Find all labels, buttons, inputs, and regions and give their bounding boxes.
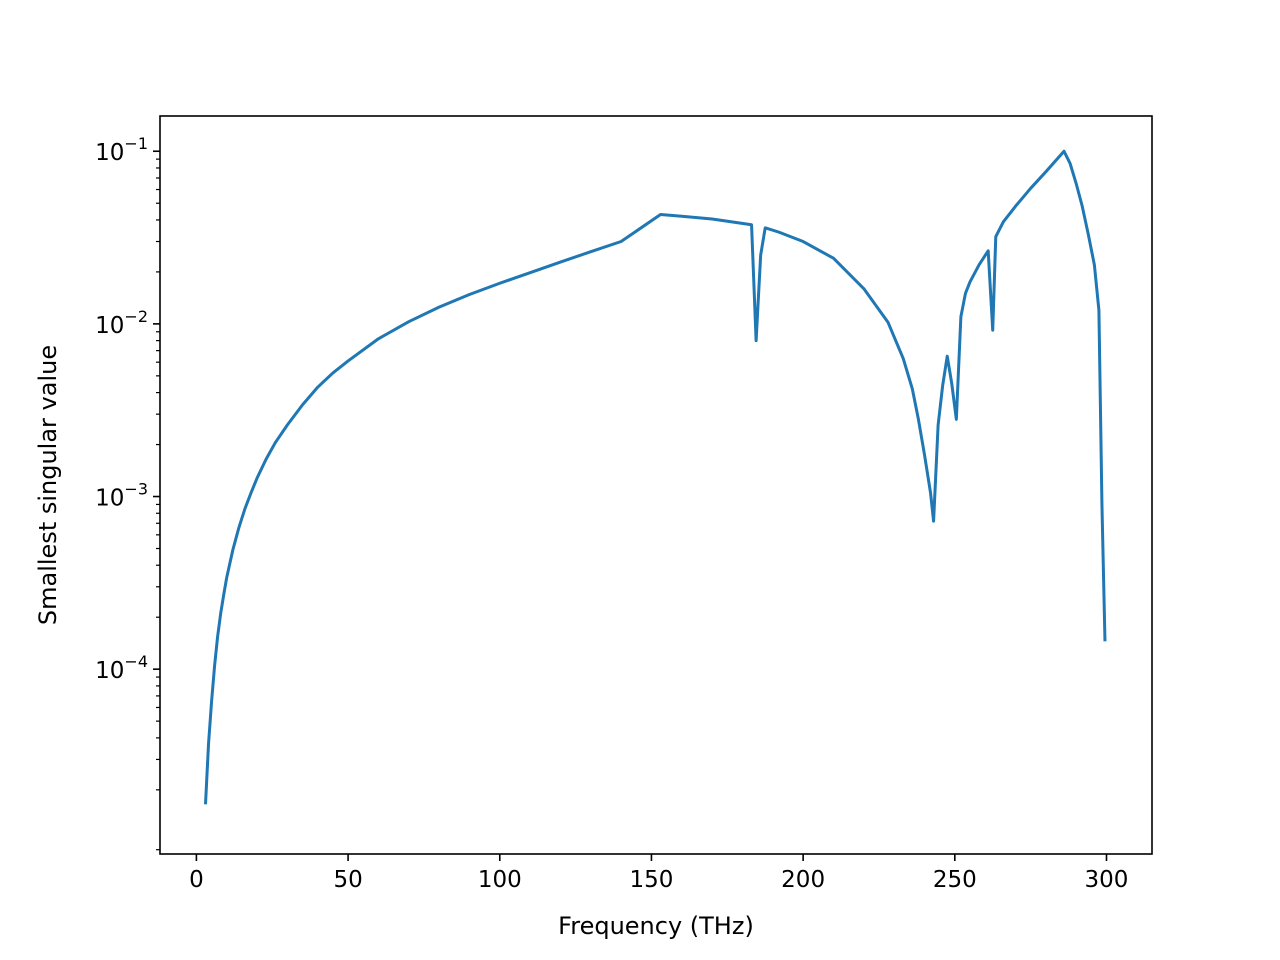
y-axis-ticks: 10−410−310−210−1	[95, 134, 160, 684]
y-tick-label: 10−3	[95, 480, 148, 512]
x-axis-label: Frequency (THz)	[558, 912, 754, 940]
x-tick-label: 100	[478, 867, 522, 893]
y-tick-label-exponent: −3	[124, 480, 148, 499]
series-line	[204, 149, 1107, 805]
x-tick-label: 150	[629, 867, 673, 893]
y-tick-label-exponent: −1	[124, 134, 148, 153]
x-tick-label: 250	[933, 867, 977, 893]
y-tick-label-base: 10	[95, 313, 124, 339]
x-tick-label: 300	[1085, 867, 1129, 893]
y-tick-label-base: 10	[95, 658, 124, 684]
y-tick-label: 10−1	[95, 134, 148, 166]
x-tick-label: 200	[781, 867, 825, 893]
y-tick-label-exponent: −2	[124, 307, 148, 326]
x-axis-ticks: 0 50 100 150 200 250 300	[189, 854, 1128, 893]
y-tick-label-exponent: −4	[124, 652, 148, 671]
y-axis-label: Smallest singular value	[34, 345, 62, 625]
y-tick-label: 10−4	[95, 652, 148, 684]
plot-frame	[159, 115, 1153, 855]
y-tick-label-base: 10	[95, 140, 124, 166]
x-tick-label: 50	[333, 867, 362, 893]
y-tick-label-base: 10	[95, 486, 124, 512]
x-tick-label: 0	[189, 867, 204, 893]
y-tick-label: 10−2	[95, 307, 148, 339]
